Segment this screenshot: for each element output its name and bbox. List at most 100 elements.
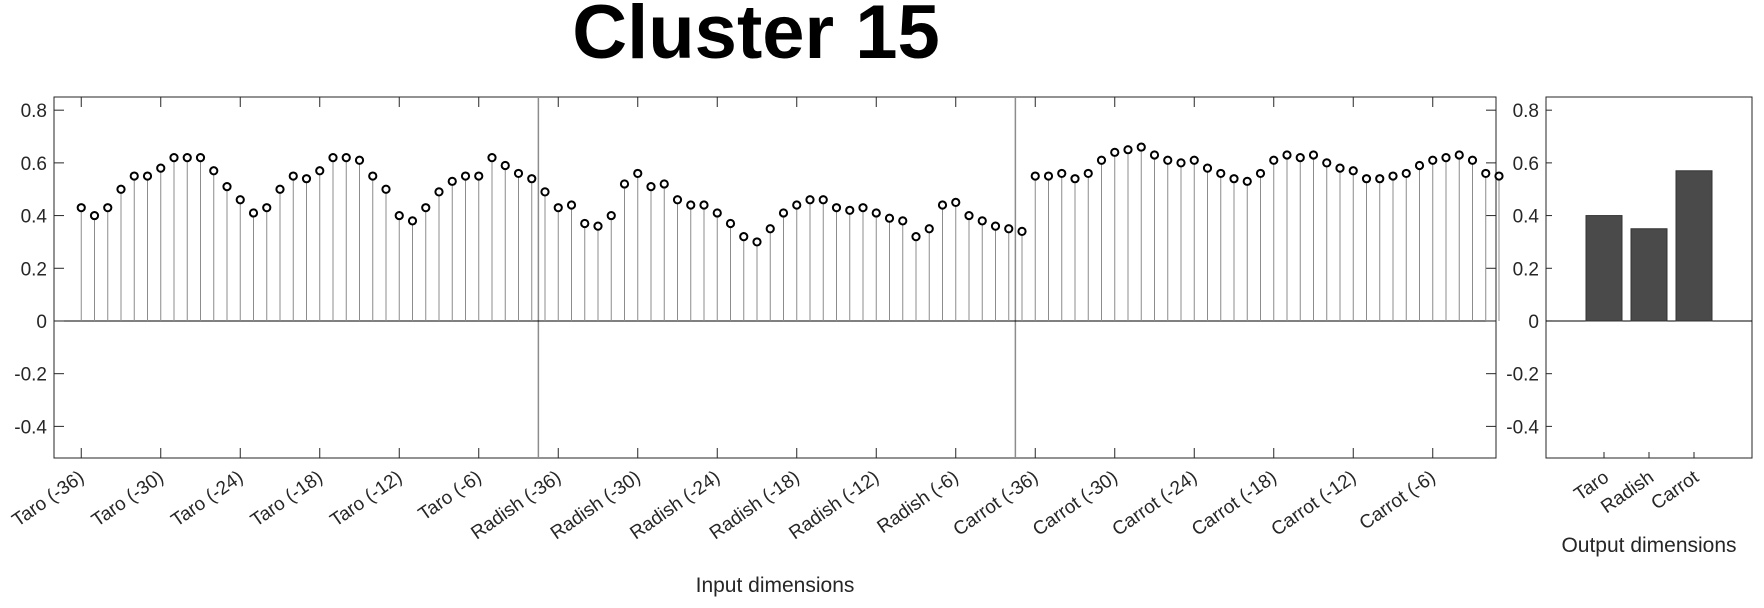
x-tick-label: Taro (-30) (88, 467, 168, 531)
x-tick-label: Carrot (1648, 466, 1704, 514)
stem-marker (235, 195, 245, 205)
stem-marker (222, 181, 232, 192)
bar-carrot (1675, 170, 1713, 322)
stem-marker (527, 174, 537, 184)
stem-marker (1083, 168, 1093, 179)
y-tick-label: 0.4 (21, 207, 48, 228)
stem-marker (712, 208, 722, 218)
x-tick-label: Taro (-6) (415, 467, 486, 525)
stem-marker (474, 171, 484, 181)
stem-marker (765, 224, 775, 234)
stem-marker (1295, 153, 1305, 163)
x-tick-label: Carrot (-6) (1356, 467, 1440, 534)
stem-marker (89, 210, 100, 221)
x-tick-label: Carrot (-36) (950, 467, 1042, 541)
stem-marker (129, 171, 139, 181)
stem-marker (845, 205, 855, 215)
stem-marker (951, 197, 961, 208)
stem-marker (487, 153, 497, 163)
stem-marker (1004, 224, 1014, 234)
stem-marker (182, 153, 192, 163)
stem-marker (1361, 174, 1372, 184)
stem-marker (1454, 150, 1464, 160)
x-tick-label: Taro (-12) (327, 467, 407, 531)
x-tick-label: Carrot (-18) (1188, 467, 1280, 541)
stem-marker (633, 168, 643, 179)
stem-marker (1388, 171, 1398, 181)
stem-plot-frame (53, 96, 1497, 459)
stem-marker (1043, 171, 1054, 181)
stem-marker (619, 179, 630, 189)
stem-marker (513, 168, 524, 179)
stem-marker (288, 171, 298, 181)
stem-marker (924, 224, 934, 234)
y-tick-label: 0.2 (1513, 259, 1539, 280)
x-tick-label: Carrot (-12) (1268, 467, 1360, 541)
stem-marker (1467, 155, 1478, 165)
y-tick-label: -0.4 (14, 417, 47, 438)
input-stem-plot: -0.4 -0.2 0 0.2 0.4 0.6 0.8 Taro (-36) Taro (-30… (9, 96, 1504, 597)
stem-marker (752, 237, 762, 247)
stem-marker (1282, 150, 1292, 160)
stem-marker (937, 200, 948, 210)
stem-marker (209, 166, 219, 176)
stem-marker (1401, 168, 1411, 179)
y-tick-label: 0.6 (21, 154, 47, 175)
x-tick-label: Taro (-36) (9, 467, 89, 531)
stem-marker (1216, 168, 1226, 179)
stem-marker (301, 174, 312, 184)
stem-marker (1189, 155, 1199, 165)
stem-marker (1322, 158, 1332, 168)
x-tick-label: Radish (-12) (785, 467, 883, 544)
stem-marker (606, 210, 616, 221)
stem-marker (1308, 150, 1319, 160)
x-tick-label: Carrot (-30) (1029, 467, 1121, 541)
stem-marker (1057, 168, 1067, 179)
stem-marker (739, 232, 749, 242)
stem-marker (1070, 174, 1080, 184)
y-tick-label: 0.6 (1513, 154, 1539, 175)
stem-marker (1030, 171, 1040, 181)
stem-marker (792, 200, 802, 210)
stem-marker (1123, 145, 1133, 155)
stem-marker (1176, 158, 1186, 168)
y-tick-label: 0.8 (1513, 101, 1539, 122)
y-tick-label: -0.4 (1506, 417, 1539, 438)
y-tick-label: 0.4 (1513, 207, 1540, 228)
stem-marker (871, 208, 881, 218)
stem-marker (1441, 153, 1451, 163)
stem-marker (1202, 163, 1213, 173)
stem-marker (964, 210, 974, 221)
stem-marker (1149, 150, 1160, 160)
stem-marker (500, 160, 510, 171)
stem-marker (1110, 147, 1120, 157)
stem-marker (1335, 163, 1345, 173)
stem-marker (460, 171, 471, 181)
stem-marker (540, 187, 550, 197)
stem-marker (169, 153, 179, 163)
x-axis-label: Input dimensions (696, 574, 855, 597)
stem-marker (381, 184, 391, 194)
stem-marker (646, 181, 656, 192)
stem-marker (341, 153, 351, 163)
x-tick-label: Radish (-6) (874, 467, 963, 538)
stem-marker (911, 232, 921, 242)
stem-marker (1242, 176, 1252, 186)
stem-marker (778, 208, 789, 218)
stem-marker (76, 203, 86, 213)
stem-marker (248, 208, 259, 218)
x-tick-label: Taro (-18) (247, 467, 327, 531)
stem-marker (659, 179, 669, 189)
stem-marker (1136, 142, 1146, 152)
stem-marker (805, 195, 815, 205)
chart-title: Cluster 15 (572, 0, 940, 75)
stem-marker (1414, 160, 1425, 171)
stem-marker (195, 153, 206, 163)
stem-marker (672, 195, 683, 205)
stem-marker (262, 203, 272, 213)
stem-marker (1348, 166, 1358, 176)
stem-marker (1375, 174, 1385, 184)
stem-marker (368, 171, 378, 181)
stem-marker (1494, 171, 1504, 181)
